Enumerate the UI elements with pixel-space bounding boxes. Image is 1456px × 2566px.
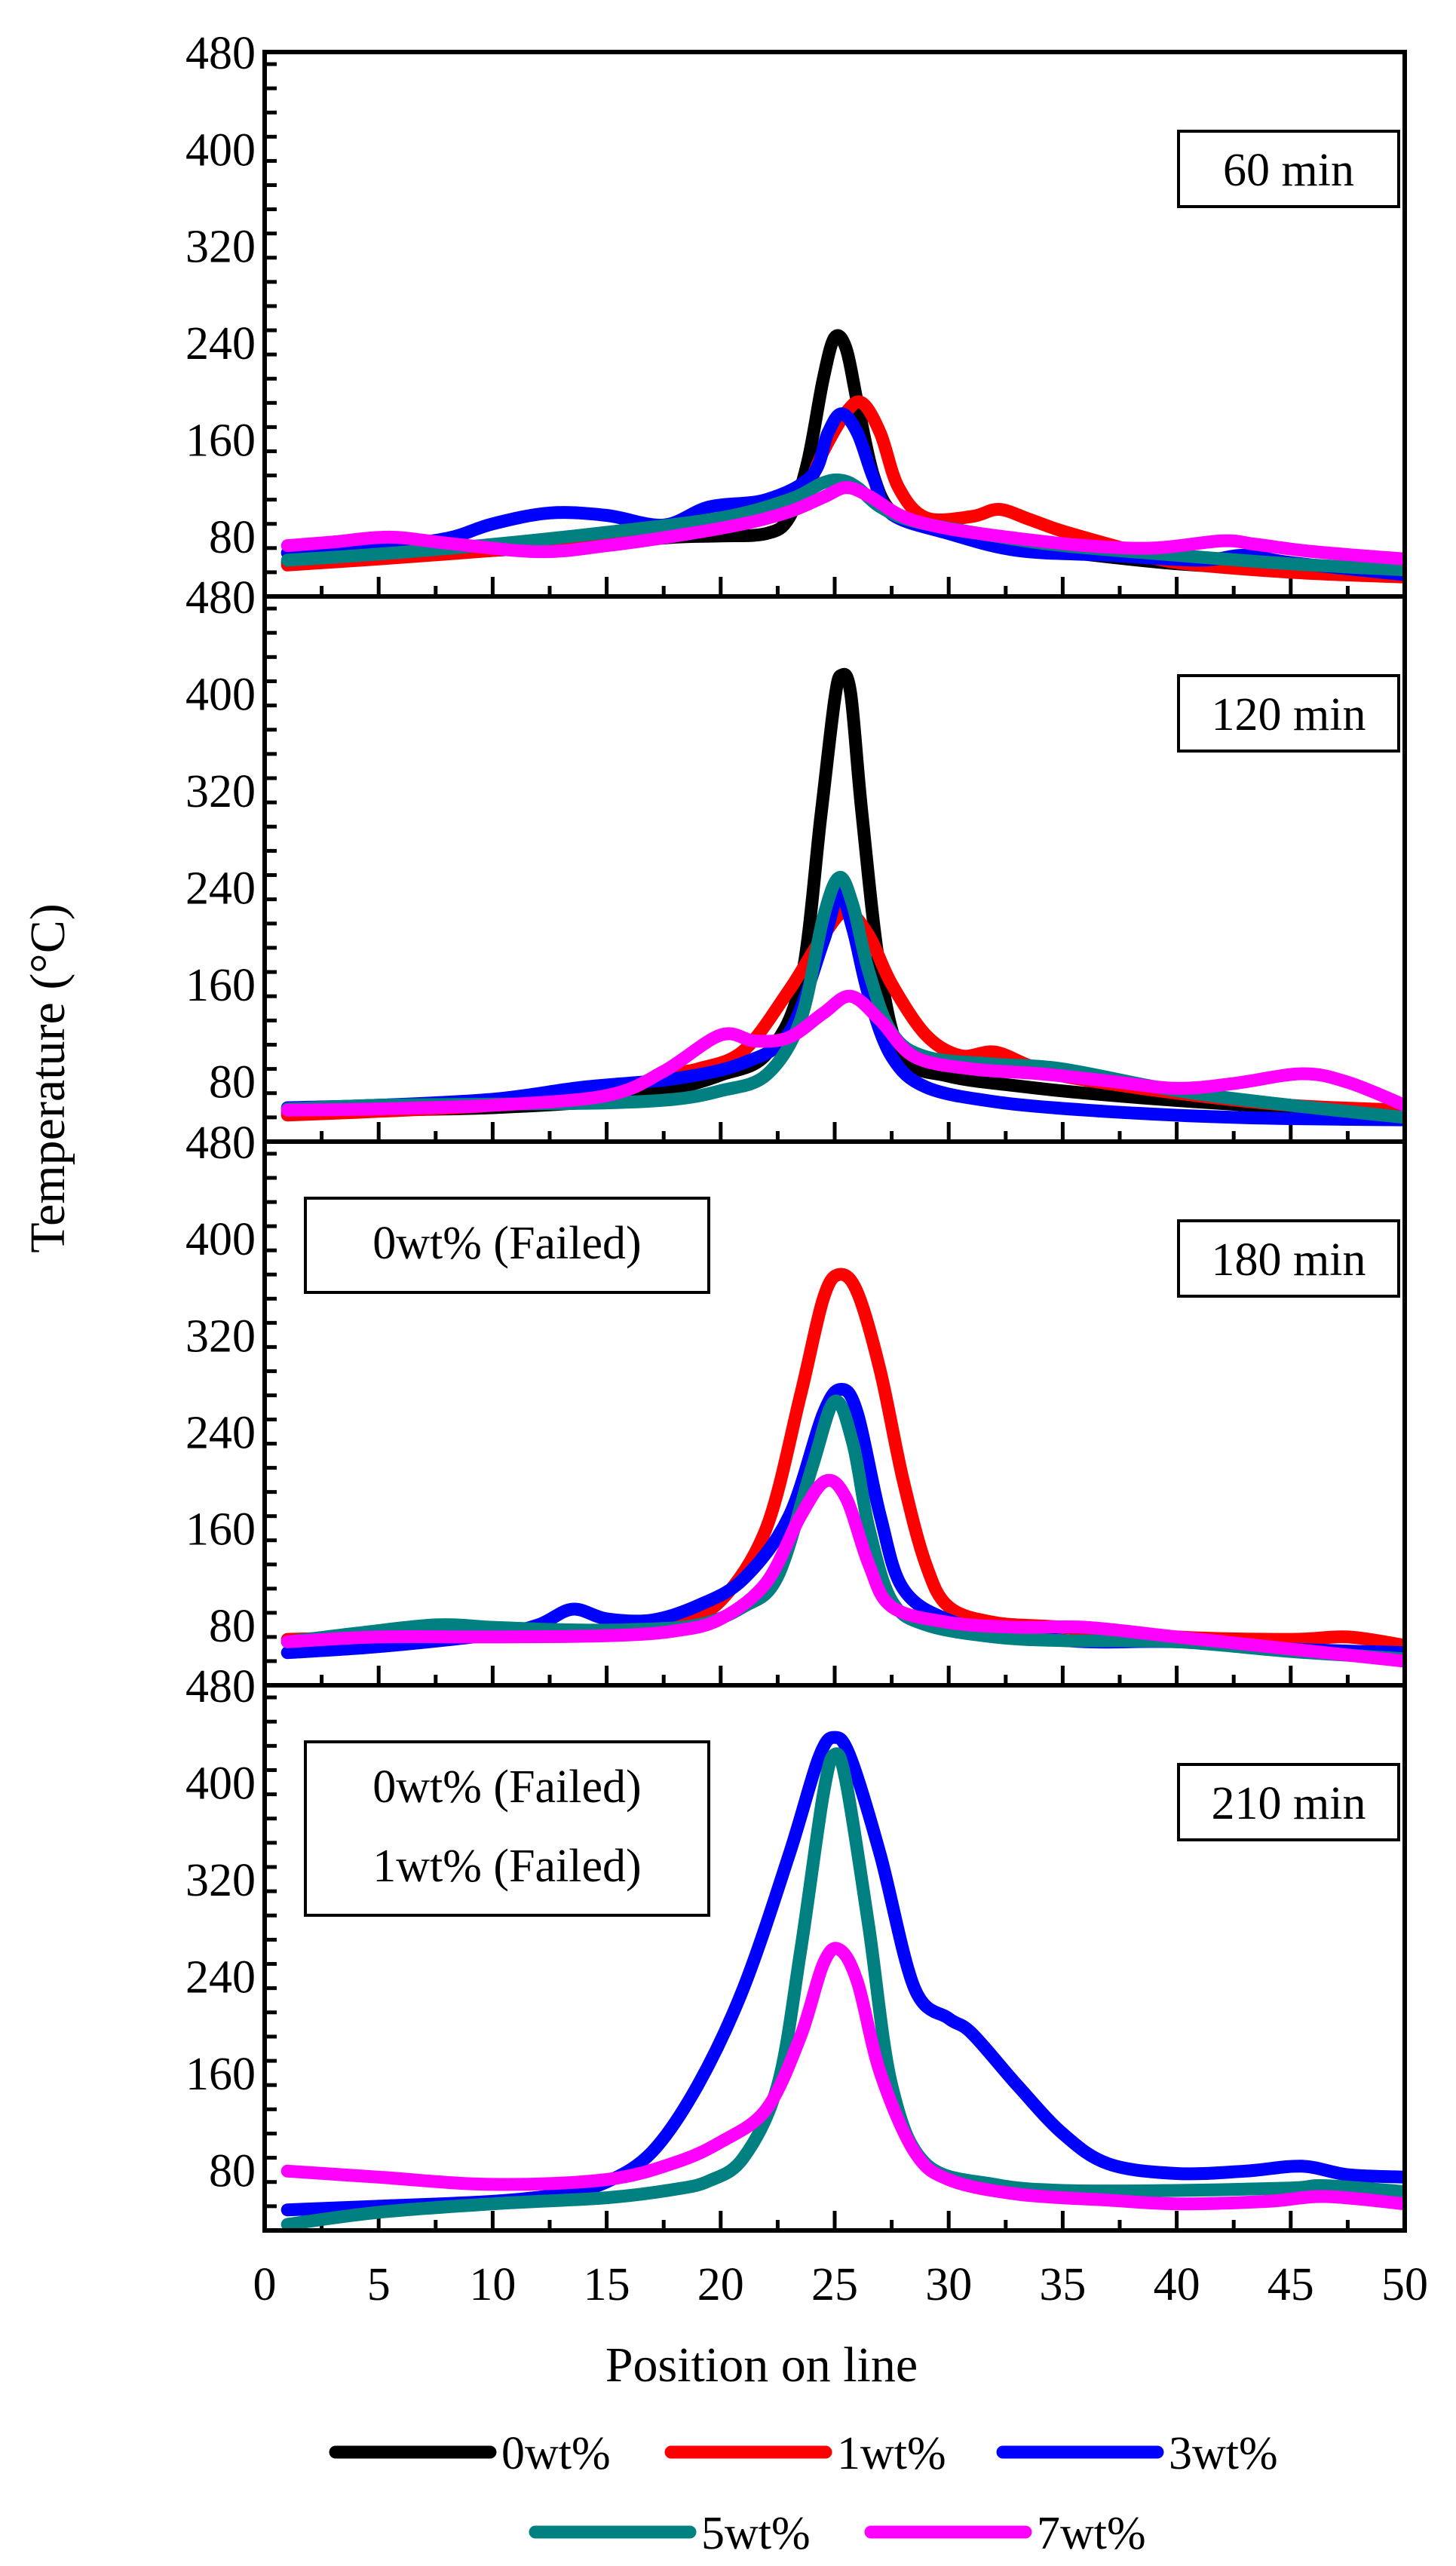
y-tick-label: 480: [185, 572, 256, 624]
legend-label: 7wt%: [1037, 2508, 1146, 2559]
y-tick-label: 480: [185, 1117, 256, 1169]
failed-note-box: [304, 1197, 710, 1294]
time-label: 120 min: [1212, 689, 1366, 740]
series-line-5wtpct: [280, 1747, 1405, 2230]
y-tick-label: 320: [185, 1311, 256, 1362]
time-label: 210 min: [1212, 1778, 1366, 1829]
panel-1: 80 160 240 320 400 480 60 min: [185, 28, 1407, 599]
y-tick-label: 240: [185, 863, 256, 915]
failed-note: 0wt% (Failed): [372, 1761, 641, 1813]
y-tick-label: 240: [185, 1952, 256, 2003]
chart-panels: 80 160 240 320 400 480 60 min 80 160 240 320 400 480…: [185, 28, 1407, 2233]
y-tick-label: 80: [209, 512, 256, 563]
panel-series: [280, 329, 1405, 584]
panel-3: 80 160 240 320 400 480 180 min 0wt% (Failed): [185, 1117, 1407, 1688]
y-tick-label: 480: [185, 28, 256, 79]
panel-frame: [262, 1683, 1407, 2233]
series-line-3wtpct: [280, 1731, 1405, 2217]
time-label-box: [1177, 1219, 1400, 1298]
y-tick-label: 320: [185, 1855, 256, 1906]
y-tick-label: 80: [209, 2146, 256, 2197]
y-tick-label: 320: [185, 222, 256, 273]
y-tick-label: 160: [185, 960, 256, 1011]
series-line-5wtpct: [280, 1394, 1405, 1666]
y-tick-label: 160: [185, 415, 256, 466]
legend: 0wt% 1wt% 3wt% 5wt% 7wt%: [329, 2428, 1278, 2559]
y-tick-label: 400: [185, 124, 256, 176]
legend-item: 5wt%: [529, 2508, 811, 2559]
y-tick-label: 400: [185, 1214, 256, 1265]
legend-item: 7wt%: [864, 2508, 1146, 2559]
x-tick-label: 45: [1267, 2259, 1314, 2310]
time-label: 60 min: [1223, 145, 1354, 196]
x-tick-label: 35: [1039, 2259, 1086, 2310]
time-label-box: [1177, 130, 1400, 208]
x-axis: 0 5 10 15 20 25 30 35 40 45 50: [253, 2259, 1429, 2310]
y-tick-label: 160: [185, 2049, 256, 2100]
x-tick-label: 10: [469, 2259, 516, 2310]
legend-label: 1wt%: [837, 2428, 946, 2479]
y-tick-label: 480: [185, 1661, 256, 1712]
failed-note-box: [304, 1740, 710, 1917]
time-label: 180 min: [1212, 1234, 1366, 1286]
series-line-7wtpct: [280, 1942, 1405, 2211]
series-line-1wtpct: [280, 1268, 1405, 1652]
x-tick-label: 30: [925, 2259, 972, 2310]
y-axis-title: Temperature (°C): [20, 903, 75, 1252]
x-tick-label: 40: [1154, 2259, 1200, 2310]
legend-label: 3wt%: [1169, 2428, 1278, 2479]
panel-series: [280, 1268, 1405, 1668]
panel-4: 80 160 240 320 400 480 210 min 0wt% (Failed) 1wt…: [185, 1661, 1407, 2233]
y-tick-label: 400: [185, 1758, 256, 1810]
y-tick-label: 320: [185, 766, 256, 817]
y-tick-label: 240: [185, 318, 256, 369]
x-tick-label: 0: [253, 2259, 277, 2310]
x-tick-label: 20: [697, 2259, 744, 2310]
y-tick-label: 240: [185, 1408, 256, 1459]
time-label-box: [1177, 674, 1400, 753]
failed-note: 1wt% (Failed): [372, 1841, 641, 1892]
series-line-7wtpct: [280, 481, 1405, 566]
legend-item: 3wt%: [996, 2428, 1278, 2479]
x-tick-label: 5: [367, 2259, 391, 2310]
x-tick-label: 15: [584, 2259, 630, 2310]
time-label-box: [1177, 1763, 1400, 1841]
legend-label: 5wt%: [701, 2508, 811, 2559]
y-tick-label: 160: [185, 1504, 256, 1556]
panel-series: [280, 1731, 1405, 2230]
series-line-7wtpct: [280, 989, 1405, 1117]
y-tick-label: 80: [209, 1601, 256, 1652]
series-line-7wtpct: [280, 1473, 1405, 1668]
x-tick-label: 25: [811, 2259, 858, 2310]
y-tick-label: 400: [185, 670, 256, 721]
failed-note: 0wt% (Failed): [372, 1218, 641, 1269]
y-tick-label: 80: [209, 1057, 256, 1108]
legend-item: 1wt%: [664, 2428, 946, 2479]
legend-item: 0wt%: [329, 2428, 611, 2479]
legend-label: 0wt%: [501, 2428, 611, 2479]
panel-2: 80 160 240 320 400 480 120 min: [185, 572, 1407, 1144]
panel-series: [280, 667, 1405, 1127]
x-axis-title: Position on line: [605, 2338, 918, 2393]
x-tick-label: 50: [1381, 2259, 1428, 2310]
